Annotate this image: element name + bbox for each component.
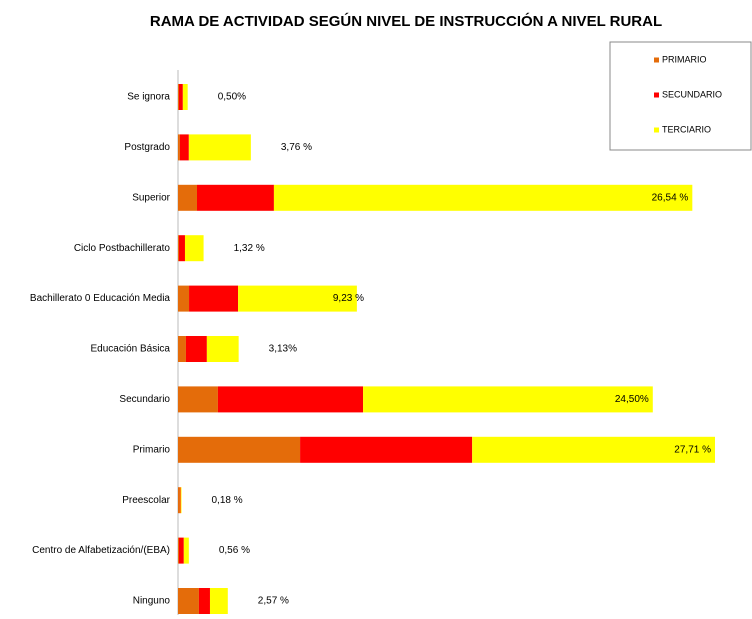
category-label: Educación Básica	[91, 344, 171, 355]
bar-segment	[188, 134, 251, 161]
legend-box	[609, 41, 752, 151]
total-label: 9,23 %	[333, 293, 364, 304]
legend-swatch	[654, 127, 659, 133]
legend-swatch	[654, 92, 659, 98]
category-label: Ciclo Postbachillerato	[74, 243, 171, 254]
total-label: 24,50%	[615, 394, 649, 405]
category-label: Bachillerato 0 Educación Media	[30, 293, 171, 304]
total-label: 0,56 %	[219, 545, 250, 556]
total-label: 0,50%	[218, 92, 246, 103]
total-label: 0,18 %	[211, 495, 242, 506]
bar-segment	[238, 285, 357, 312]
bar-segment	[178, 184, 197, 211]
bar-segment	[178, 235, 179, 262]
category-label: Centro de Alfabetización/(EBA)	[32, 545, 170, 556]
bar-segment	[179, 487, 181, 514]
bar-segment	[178, 84, 179, 110]
bar-segment	[217, 386, 364, 413]
bar-segment	[206, 336, 239, 362]
bar-segment	[178, 235, 185, 262]
bar-segment	[178, 386, 218, 413]
category-label: Secundario	[119, 394, 170, 405]
legend-label: TERCIARIO	[662, 124, 711, 134]
bar-segment	[198, 588, 210, 614]
bar-segment	[300, 436, 473, 463]
bar-segment	[179, 134, 189, 161]
bar-segment	[363, 386, 653, 413]
bar-segment	[178, 537, 179, 564]
bar-segment	[209, 588, 228, 614]
bar-segment	[183, 537, 189, 564]
category-label: Superior	[132, 192, 170, 203]
bar-segment	[182, 84, 188, 110]
total-label: 2,57 %	[258, 596, 289, 607]
category-label: Postgrado	[124, 142, 170, 153]
legend-label: PRIMARIO	[662, 54, 707, 64]
bar-segment	[178, 336, 186, 362]
total-label: 26,54 %	[652, 192, 689, 203]
bar-segment	[178, 487, 180, 514]
category-label: Ninguno	[133, 596, 171, 607]
bar-segment	[180, 487, 182, 514]
bar-segment	[189, 285, 239, 312]
bar-segment	[184, 235, 204, 262]
total-label: 27,71 %	[674, 444, 711, 455]
bar-segment	[273, 184, 693, 211]
category-label: Primario	[133, 444, 171, 455]
bar-segment	[178, 537, 184, 564]
total-label: 3,76 %	[281, 142, 312, 153]
chart-title: RAMA DE ACTIVIDAD SEGÚN NIVEL DE INSTRUC…	[150, 12, 662, 30]
bar-segment	[196, 184, 274, 211]
category-label: Se ignora	[127, 92, 170, 103]
bar-segment	[185, 336, 207, 362]
bar-segment	[178, 84, 183, 110]
total-label: 1,32 %	[234, 243, 265, 254]
bar-segment	[178, 588, 199, 614]
bar-segment	[178, 134, 180, 161]
legend-label: SECUNDARIO	[662, 89, 722, 99]
bar-segment	[472, 436, 715, 463]
bar-segment	[178, 436, 301, 463]
total-label: 3,13%	[269, 344, 297, 355]
bar-segment	[178, 285, 190, 312]
category-label: Preescolar	[122, 495, 170, 506]
legend-swatch	[654, 57, 659, 63]
